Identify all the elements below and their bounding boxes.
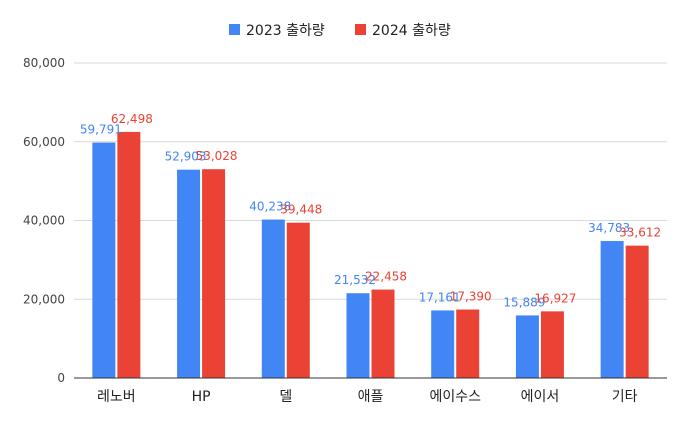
bar[interactable]	[92, 142, 116, 378]
data-label: 16,927	[534, 291, 576, 305]
data-label: 53,028	[196, 149, 238, 163]
data-label: 17,161	[419, 290, 461, 304]
bar[interactable]	[202, 169, 226, 378]
y-tick-label: 80,000	[23, 56, 65, 70]
data-label: 34,783	[588, 221, 630, 235]
bar[interactable]	[600, 241, 624, 378]
data-label: 17,390	[450, 290, 492, 304]
x-tick-label: 에이서	[521, 389, 560, 405]
data-label: 62,498	[111, 112, 153, 126]
data-label: 52,903	[165, 150, 207, 164]
x-tick-label: 에이수스	[429, 389, 481, 405]
y-tick-label: 40,000	[23, 214, 65, 228]
data-label: 40,238	[249, 200, 291, 214]
data-label: 21,532	[334, 273, 376, 287]
legend-label: 2024 출하량	[372, 23, 451, 39]
legend-item[interactable]: 2023 출하량	[229, 23, 325, 39]
bar[interactable]	[540, 311, 564, 378]
legend: 2023 출하량 2024 출하량	[229, 23, 451, 39]
bar[interactable]	[456, 309, 480, 378]
legend-swatch	[229, 24, 240, 35]
y-axis: 0 20,000 40,000 60,000 80,000	[23, 56, 65, 385]
x-tick-label: 애플	[358, 389, 384, 405]
x-tick-label: 기타	[612, 389, 638, 405]
bar[interactable]	[117, 131, 141, 378]
data-label: 59,791	[80, 123, 122, 137]
bar[interactable]	[515, 315, 539, 378]
legend-item[interactable]: 2024 출하량	[355, 23, 451, 39]
bar[interactable]	[431, 310, 455, 378]
data-label: 33,612	[619, 226, 661, 240]
y-tick-label: 60,000	[23, 135, 65, 149]
x-tick-label: 레노버	[97, 389, 136, 405]
bar[interactable]	[371, 289, 395, 378]
bar[interactable]	[261, 219, 285, 378]
y-tick-label: 20,000	[23, 292, 65, 306]
data-label: 39,448	[280, 203, 322, 217]
bar[interactable]	[177, 169, 201, 378]
x-tick-label: HP	[192, 389, 211, 405]
bar[interactable]	[346, 293, 370, 378]
bar[interactable]	[625, 245, 649, 378]
y-tick-label: 0	[57, 371, 65, 385]
bars	[92, 131, 649, 378]
legend-swatch	[355, 24, 366, 35]
x-axis: 레노버 HP 델 애플 에이수스 에이서 기타	[74, 377, 667, 405]
bar[interactable]	[286, 222, 310, 378]
gridlines	[74, 62, 667, 300]
data-label: 22,458	[365, 270, 407, 284]
x-tick-label: 델	[279, 389, 292, 405]
legend-label: 2023 출하량	[246, 23, 325, 39]
data-label: 15,889	[503, 295, 545, 309]
